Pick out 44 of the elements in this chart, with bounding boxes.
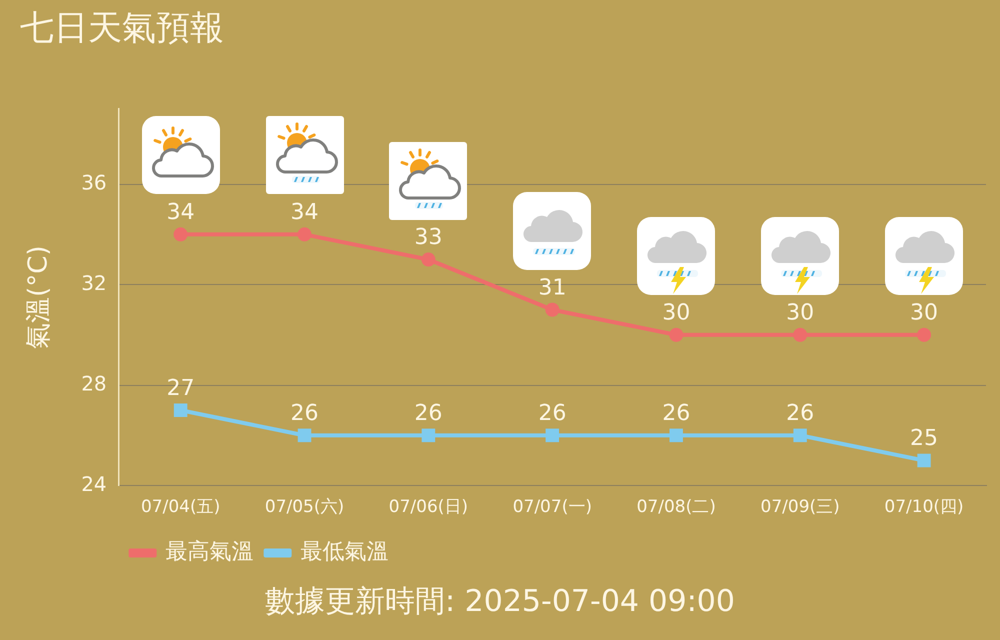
x-tick-label: 07/04(五) (140, 497, 220, 518)
point (298, 227, 312, 242)
point (545, 302, 560, 317)
data-label: 30 (910, 300, 938, 326)
legend-label: 最低氣溫 (300, 540, 389, 565)
data-label: 31 (538, 275, 566, 300)
data-label: 27 (166, 376, 195, 401)
x-tick-label: 07/07(一) (512, 497, 592, 518)
data-label: 26 (414, 401, 442, 426)
point (421, 252, 436, 267)
data-label: 33 (414, 225, 442, 250)
y-tick-label: 28 (81, 371, 107, 396)
data-label: 26 (662, 401, 690, 426)
text: 數據更新時間: 2025-07-04 09:00 (264, 583, 736, 621)
point (174, 404, 188, 417)
point (669, 328, 684, 342)
y-tick-label: 24 (81, 472, 107, 496)
point (917, 328, 932, 342)
point (546, 428, 560, 442)
y-tick-label: 36 (81, 170, 107, 194)
chart-title: 七日天氣預報 (20, 8, 224, 48)
y-tick-label: 32 (81, 270, 107, 295)
x-tick-label: 07/10(四) (884, 497, 964, 518)
x-tick-label: 07/08(二) (636, 497, 716, 518)
x-tick-label: 07/09(三) (760, 497, 840, 518)
data-label: 34 (166, 200, 195, 226)
point (917, 454, 931, 468)
point (793, 428, 807, 442)
x-tick-label: 07/05(六) (264, 497, 344, 518)
data-label: 26 (290, 401, 319, 426)
point (793, 328, 808, 342)
data-label: 30 (662, 300, 690, 326)
legend-label: 最高氣溫 (166, 540, 254, 565)
data-label: 34 (290, 200, 319, 226)
x-tick-label: 07/06(日) (388, 497, 468, 518)
point (670, 428, 683, 442)
point (422, 428, 436, 442)
data-label: 26 (538, 401, 566, 426)
data-label: 26 (786, 401, 814, 426)
data-label: 30 (786, 300, 814, 326)
data-label: 25 (910, 426, 938, 452)
point (298, 428, 312, 442)
y-axis-title: 氣溫(°C) (23, 245, 54, 349)
point (174, 227, 188, 242)
